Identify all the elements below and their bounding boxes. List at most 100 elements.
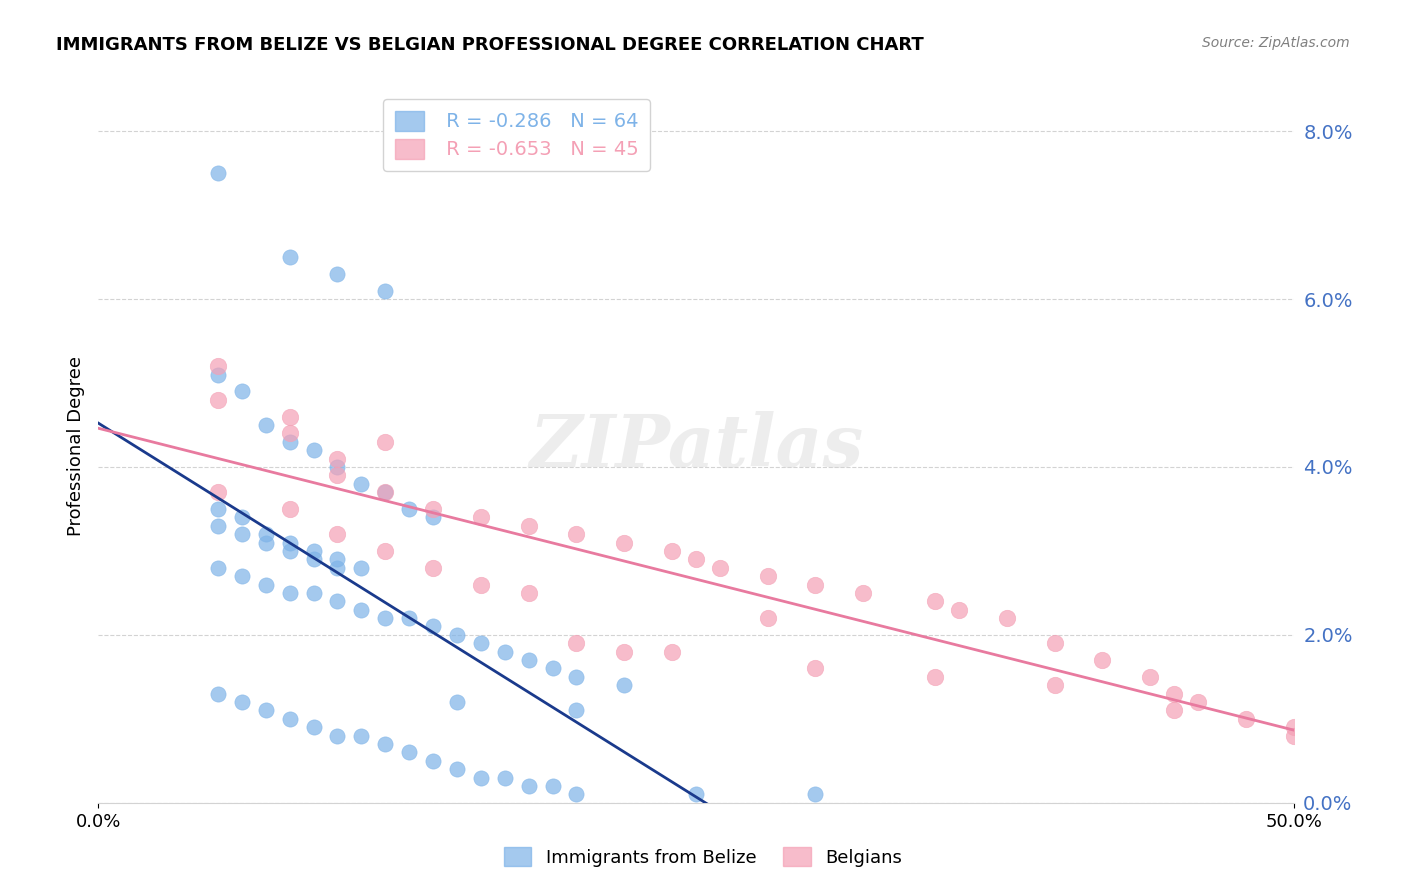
Point bbox=[326, 451, 349, 466]
Legend:  R = -0.286   N = 64,  R = -0.653   N = 45: R = -0.286 N = 64, R = -0.653 N = 45 bbox=[384, 99, 650, 171]
Point bbox=[756, 611, 779, 625]
Point bbox=[278, 586, 301, 600]
Point bbox=[685, 552, 707, 566]
Point bbox=[326, 552, 349, 566]
Point bbox=[231, 569, 253, 583]
Point bbox=[350, 603, 373, 617]
Point bbox=[231, 695, 253, 709]
Point bbox=[1163, 703, 1185, 717]
Text: IMMIGRANTS FROM BELIZE VS BELGIAN PROFESSIONAL DEGREE CORRELATION CHART: IMMIGRANTS FROM BELIZE VS BELGIAN PROFES… bbox=[56, 36, 924, 54]
Point bbox=[446, 628, 468, 642]
Point bbox=[326, 560, 349, 574]
Point bbox=[1163, 687, 1185, 701]
Point bbox=[207, 166, 229, 180]
Point bbox=[302, 720, 325, 734]
Point bbox=[685, 788, 707, 802]
Point bbox=[326, 460, 349, 475]
Point bbox=[231, 510, 253, 524]
Point bbox=[254, 527, 277, 541]
Point bbox=[541, 661, 564, 675]
Point bbox=[254, 577, 277, 591]
Point bbox=[326, 468, 349, 483]
Point bbox=[470, 577, 492, 591]
Point bbox=[207, 392, 229, 407]
Legend: Immigrants from Belize, Belgians: Immigrants from Belize, Belgians bbox=[496, 840, 910, 874]
Point bbox=[470, 636, 492, 650]
Point bbox=[565, 670, 588, 684]
Point bbox=[231, 527, 253, 541]
Point bbox=[565, 527, 588, 541]
Point bbox=[494, 771, 516, 785]
Point bbox=[517, 518, 540, 533]
Point bbox=[326, 594, 349, 608]
Point bbox=[470, 771, 492, 785]
Point bbox=[1234, 712, 1257, 726]
Point bbox=[278, 409, 301, 424]
Point bbox=[517, 586, 540, 600]
Text: ZIPatlas: ZIPatlas bbox=[529, 410, 863, 482]
Point bbox=[302, 552, 325, 566]
Point bbox=[398, 746, 420, 760]
Point bbox=[398, 502, 420, 516]
Point bbox=[494, 645, 516, 659]
Point bbox=[350, 560, 373, 574]
Point bbox=[422, 502, 444, 516]
Point bbox=[350, 476, 373, 491]
Point bbox=[565, 636, 588, 650]
Point bbox=[1187, 695, 1209, 709]
Point bbox=[374, 544, 396, 558]
Point bbox=[517, 653, 540, 667]
Point bbox=[852, 586, 875, 600]
Point bbox=[302, 544, 325, 558]
Point bbox=[326, 729, 349, 743]
Point bbox=[207, 687, 229, 701]
Point bbox=[278, 250, 301, 264]
Point bbox=[446, 695, 468, 709]
Point bbox=[207, 368, 229, 382]
Point bbox=[254, 417, 277, 432]
Y-axis label: Professional Degree: Professional Degree bbox=[66, 356, 84, 536]
Point bbox=[613, 535, 636, 549]
Point bbox=[422, 619, 444, 633]
Point bbox=[948, 603, 970, 617]
Point bbox=[422, 510, 444, 524]
Point bbox=[207, 560, 229, 574]
Point bbox=[254, 535, 277, 549]
Point bbox=[278, 502, 301, 516]
Point bbox=[470, 510, 492, 524]
Point bbox=[422, 560, 444, 574]
Point bbox=[661, 544, 683, 558]
Point bbox=[613, 678, 636, 692]
Point bbox=[541, 779, 564, 793]
Point bbox=[1139, 670, 1161, 684]
Point bbox=[446, 762, 468, 776]
Point bbox=[756, 569, 779, 583]
Point bbox=[1282, 729, 1305, 743]
Point bbox=[995, 611, 1018, 625]
Point bbox=[613, 645, 636, 659]
Point bbox=[207, 518, 229, 533]
Point bbox=[661, 645, 683, 659]
Point bbox=[804, 661, 827, 675]
Point bbox=[709, 560, 731, 574]
Point bbox=[517, 779, 540, 793]
Point bbox=[278, 434, 301, 449]
Point bbox=[302, 586, 325, 600]
Point bbox=[254, 703, 277, 717]
Point bbox=[804, 788, 827, 802]
Point bbox=[422, 754, 444, 768]
Point bbox=[326, 267, 349, 281]
Point bbox=[565, 703, 588, 717]
Point bbox=[565, 788, 588, 802]
Point bbox=[278, 544, 301, 558]
Point bbox=[398, 611, 420, 625]
Point bbox=[374, 737, 396, 751]
Point bbox=[302, 443, 325, 458]
Point bbox=[1282, 720, 1305, 734]
Point bbox=[1091, 653, 1114, 667]
Point bbox=[231, 384, 253, 399]
Point bbox=[207, 359, 229, 374]
Point bbox=[924, 670, 946, 684]
Text: Source: ZipAtlas.com: Source: ZipAtlas.com bbox=[1202, 36, 1350, 50]
Point bbox=[1043, 678, 1066, 692]
